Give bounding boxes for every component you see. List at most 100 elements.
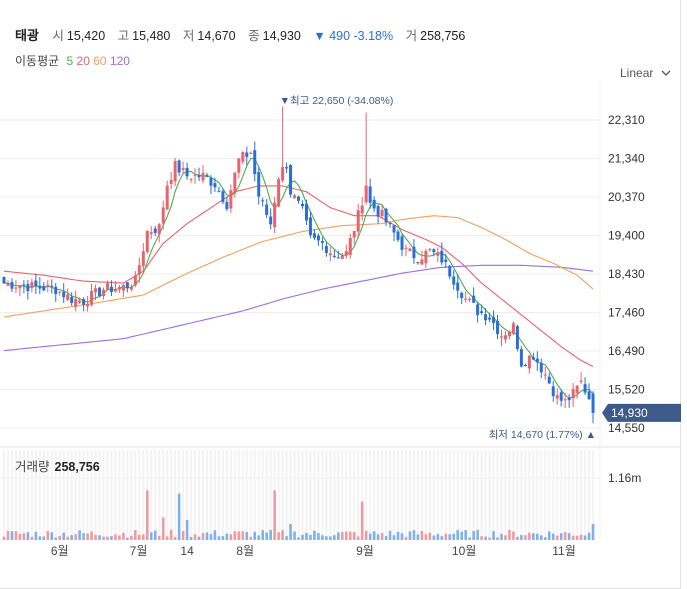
candle-body xyxy=(30,282,34,289)
candle-body xyxy=(229,190,233,209)
volume-bar xyxy=(285,536,288,540)
change-value: ▼ 490 -3.18% xyxy=(313,29,394,43)
volume-panel-label: 거래량 258,756 xyxy=(15,456,100,475)
candle xyxy=(66,288,70,302)
candle-body xyxy=(58,291,62,293)
volume-bar xyxy=(253,531,257,540)
candle xyxy=(500,329,503,347)
volume-bar xyxy=(58,535,62,540)
volume-bar xyxy=(508,529,511,540)
candle xyxy=(257,167,261,205)
volume-bar xyxy=(189,537,193,540)
volume-bar xyxy=(309,534,312,540)
volume-bar xyxy=(428,532,432,540)
candle xyxy=(209,174,213,195)
candle xyxy=(336,250,340,259)
volume-bar xyxy=(329,536,332,540)
candle xyxy=(368,178,372,209)
candle-body xyxy=(173,160,177,182)
candle xyxy=(352,230,356,245)
volume-bar xyxy=(54,537,58,540)
candle-body xyxy=(468,299,472,301)
volume-bar xyxy=(213,530,217,540)
candle-body xyxy=(571,389,575,399)
candle xyxy=(293,194,297,200)
ma5-path xyxy=(3,157,594,399)
candle-body xyxy=(555,395,559,399)
x-axis-ticks: 6월 7월 14 8월 9월 10월 11월 xyxy=(51,544,576,558)
volume-bars xyxy=(2,450,595,540)
candle-body xyxy=(277,179,281,207)
candle-body xyxy=(181,168,185,170)
volume-bar xyxy=(118,535,121,540)
candle-body xyxy=(432,249,436,253)
candle xyxy=(400,234,404,257)
candle xyxy=(117,284,121,294)
candle-body xyxy=(316,235,320,241)
volume-bar xyxy=(571,535,575,540)
y-tick-label: 16,490 xyxy=(608,344,645,358)
candle xyxy=(229,184,233,213)
volume-bar xyxy=(444,533,448,540)
candle-body xyxy=(523,365,527,367)
candle-body xyxy=(257,172,261,197)
moving-average-legend[interactable]: 이동평균 5 20 60 120 xyxy=(15,52,130,69)
candle-body xyxy=(98,287,102,296)
candle-body xyxy=(448,265,452,277)
volume-bar xyxy=(134,530,137,540)
candle-body xyxy=(543,374,547,376)
candle xyxy=(519,346,523,368)
candle xyxy=(285,162,289,174)
volume-bar xyxy=(26,532,30,540)
volume-bar xyxy=(78,530,81,540)
scale-dropdown[interactable]: Linear xyxy=(620,66,671,80)
candle xyxy=(412,239,416,264)
volume-bar xyxy=(472,530,475,540)
y-tick-label: 14,550 xyxy=(608,421,645,435)
candle xyxy=(197,167,201,181)
candle-body xyxy=(245,152,249,157)
annotations: ▼최고 22,650 (-34.08%) 최저 14,670 (1.77%) ▲ xyxy=(280,95,596,441)
candle-body xyxy=(209,177,213,186)
candle-body xyxy=(129,287,133,290)
candle-body xyxy=(575,385,579,394)
candle xyxy=(464,291,468,303)
volume-bar xyxy=(201,532,205,540)
volume-bar xyxy=(579,534,583,540)
volume-bar xyxy=(249,536,253,540)
candle-body xyxy=(225,201,229,210)
volume-bar xyxy=(484,536,487,540)
candle-body xyxy=(308,217,312,236)
candle-body xyxy=(412,246,416,259)
candle xyxy=(555,388,559,405)
candle xyxy=(348,233,352,259)
candle-body xyxy=(233,172,237,194)
y-axis-ticks: 22,310 21,340 20,370 19,400 18,430 17,460 16,4… xyxy=(602,113,681,485)
volume-bar xyxy=(10,531,14,540)
volume-bar xyxy=(173,536,177,540)
ma-legend-20: 20 xyxy=(76,54,90,68)
candle xyxy=(384,207,388,227)
candle xyxy=(380,204,384,220)
candle-body xyxy=(281,167,285,181)
volume-bar xyxy=(265,532,268,540)
candle xyxy=(492,310,496,331)
volume-bar xyxy=(193,534,197,540)
candle-body xyxy=(456,282,460,291)
volume-bar xyxy=(587,532,591,540)
volume-bar xyxy=(317,533,320,540)
candle-body xyxy=(42,285,46,291)
current-price-badge: 14,930 xyxy=(602,403,681,422)
volume-bar xyxy=(532,533,535,540)
candle-body xyxy=(217,190,221,192)
candle-body xyxy=(452,276,456,285)
candle xyxy=(149,225,153,240)
volume-bar xyxy=(102,536,105,540)
volume-bar xyxy=(360,501,364,540)
ma5-line xyxy=(3,157,594,399)
candle-body xyxy=(392,225,396,233)
volume-bar xyxy=(344,531,348,540)
volume-bar xyxy=(547,531,551,540)
x-tick-label: 11월 xyxy=(552,544,576,558)
